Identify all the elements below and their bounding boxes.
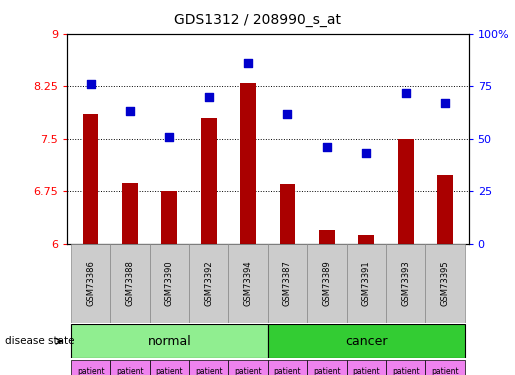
Bar [71,244,110,322]
Bar [347,360,386,375]
Bar [268,324,465,358]
Bar [83,114,98,244]
Bar [162,191,177,244]
Bar [229,360,268,375]
Bar [386,360,425,375]
Text: GSM73388: GSM73388 [126,260,134,306]
Point [87,81,95,87]
Point [126,108,134,114]
Point [362,150,370,156]
Text: disease state: disease state [5,336,75,346]
Point [204,94,213,100]
Bar [307,244,347,322]
Text: patient: patient [352,367,380,375]
Bar [229,244,268,322]
Text: GSM73395: GSM73395 [440,260,450,306]
Point [402,90,410,96]
Bar [425,244,465,322]
Text: GSM73393: GSM73393 [401,260,410,306]
Text: patient: patient [431,367,459,375]
Bar [110,360,150,375]
Bar [386,244,425,322]
Bar [201,118,217,244]
Bar [319,230,335,244]
Text: GSM73389: GSM73389 [322,260,331,306]
Text: patient: patient [116,367,144,375]
Point [323,144,331,150]
Text: patient: patient [156,367,183,375]
Bar [110,244,150,322]
Text: patient: patient [234,367,262,375]
Text: GSM73390: GSM73390 [165,260,174,306]
Text: patient: patient [273,367,301,375]
Bar [268,360,307,375]
Text: cancer: cancer [345,335,387,348]
Text: GSM73391: GSM73391 [362,260,371,306]
Text: normal: normal [147,335,191,348]
Bar [268,244,307,322]
Bar [398,139,414,244]
Text: GSM73392: GSM73392 [204,260,213,306]
Text: GDS1312 / 208990_s_at: GDS1312 / 208990_s_at [174,13,341,27]
Text: GSM73386: GSM73386 [86,260,95,306]
Text: patient: patient [313,367,341,375]
Bar [150,360,189,375]
Bar [189,360,229,375]
Text: patient: patient [77,367,105,375]
Bar [307,360,347,375]
Point [283,111,291,117]
Bar [437,175,453,244]
Bar [122,183,138,244]
Bar [347,244,386,322]
Point [441,100,449,106]
Bar [71,360,110,375]
Bar [280,184,296,244]
Bar [189,244,229,322]
Text: patient: patient [195,367,222,375]
Text: patient: patient [392,367,419,375]
Bar [71,324,268,358]
Point [244,60,252,66]
Bar [358,236,374,244]
Bar [150,244,189,322]
Point [165,134,174,140]
Text: GSM73394: GSM73394 [244,260,253,306]
Text: GSM73387: GSM73387 [283,260,292,306]
Bar [425,360,465,375]
Bar [240,83,256,244]
